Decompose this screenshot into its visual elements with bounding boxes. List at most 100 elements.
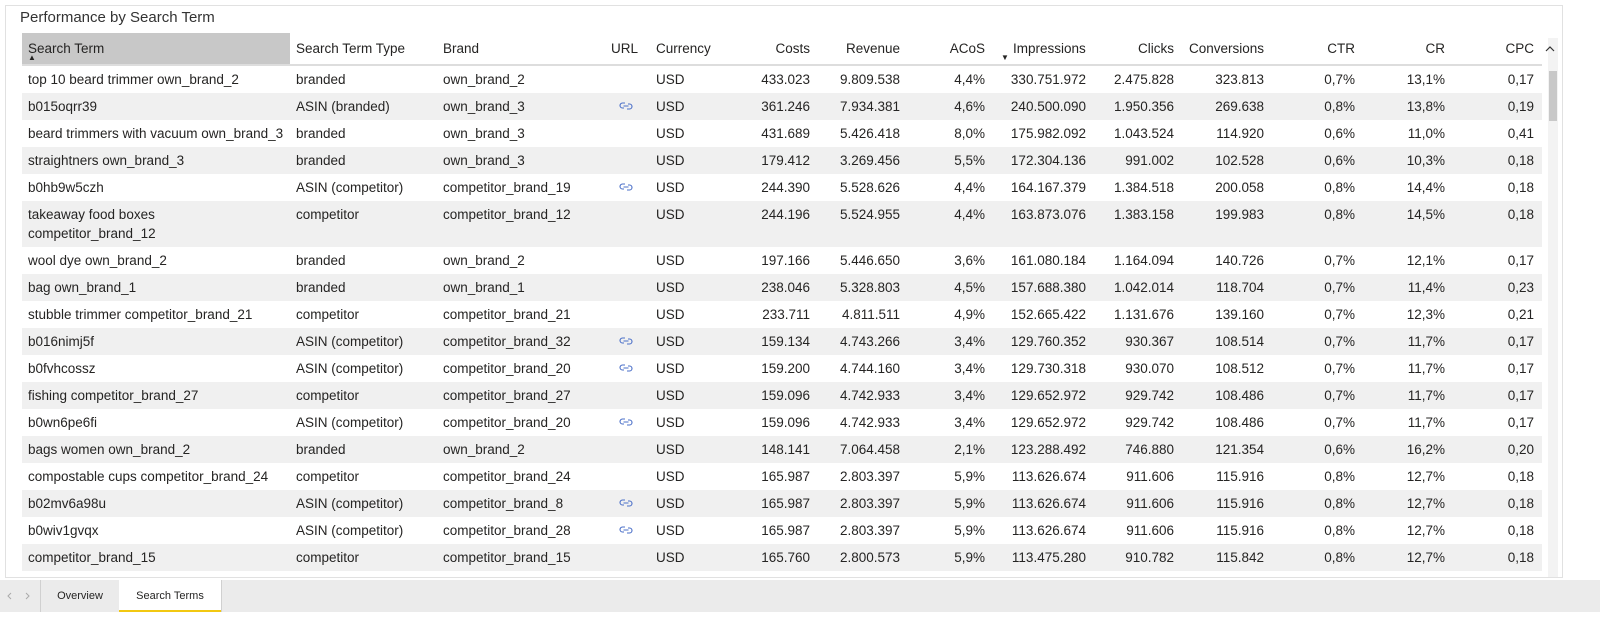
table-cell: 129.652.972: [993, 382, 1094, 409]
table-cell: 0,8%: [1272, 93, 1363, 120]
table-cell: 4.742.933: [839, 415, 900, 430]
link-icon[interactable]: [619, 363, 633, 373]
column-header[interactable]: ACoS: [908, 33, 993, 66]
table-cell: 3,4%: [908, 382, 993, 409]
table-cell: 0,20: [1453, 436, 1542, 463]
column-header[interactable]: Brand: [437, 33, 605, 66]
table-cell: 13,1%: [1406, 72, 1445, 87]
table-cell: 14,4%: [1406, 180, 1445, 195]
url-cell: [605, 201, 650, 247]
table-cell: 4,4%: [954, 180, 985, 195]
table-cell: 172.304.136: [993, 147, 1094, 174]
url-cell: [605, 355, 650, 382]
column-header[interactable]: URL: [605, 33, 650, 66]
table-cell: 123.288.492: [993, 436, 1094, 463]
tab[interactable]: Overview: [40, 580, 120, 612]
column-header[interactable]: Impressions ▼: [993, 33, 1094, 66]
table-cell: 244.196: [730, 201, 818, 247]
table-cell: 4,5%: [908, 274, 993, 301]
table-cell: 12,7%: [1363, 571, 1453, 577]
table-cell: 4.744.160: [839, 361, 900, 376]
tab-active[interactable]: Search Terms: [119, 580, 222, 612]
table-row: bags women own_brand_2 branded own_brand_2…: [22, 436, 1542, 463]
table-cell: 991.002: [1094, 147, 1182, 174]
table-row: b0wn6pe6fi ASIN (competitor) competitor_br…: [22, 409, 1542, 436]
table-cell: 115.916: [1216, 523, 1264, 538]
link-icon[interactable]: [619, 417, 633, 427]
column-header[interactable]: Costs: [730, 33, 818, 66]
table-cell: 8,0%: [954, 126, 985, 141]
table-cell: 0,8%: [1272, 571, 1363, 577]
table-cell: 0,7%: [1272, 382, 1363, 409]
table-cell: USD: [656, 180, 685, 195]
table-cell: 0,17: [1507, 72, 1534, 87]
scroll-thumb[interactable]: [1549, 71, 1557, 121]
table-cell: 152.665.422: [1010, 307, 1086, 322]
table-cell: USD: [650, 382, 730, 409]
table-cell: 2.475.828: [1113, 72, 1174, 87]
table-cell: ASIN (competitor): [296, 361, 404, 376]
table-cell: 2.803.397: [818, 490, 908, 517]
scroll-up[interactable]: [1544, 44, 1556, 54]
table-cell: ASIN (competitor): [290, 328, 437, 355]
table-cell: 930.070: [1125, 361, 1174, 376]
table-cell: straightners own_brand_3: [22, 147, 290, 174]
table-cell: 10,3%: [1363, 147, 1453, 174]
table-cell: 0,8%: [1324, 180, 1355, 195]
table-cell: 323.813: [1215, 72, 1264, 87]
link-icon[interactable]: [619, 336, 633, 346]
url-cell: [605, 544, 650, 571]
column-header[interactable]: CPC: [1453, 33, 1542, 66]
link-icon[interactable]: [619, 182, 633, 192]
scrollbar[interactable]: [1548, 38, 1558, 577]
table-cell: 5.328.803: [818, 274, 908, 301]
column-header[interactable]: Clicks: [1094, 33, 1182, 66]
table-cell: 200.058: [1215, 180, 1264, 195]
table-cell: 115.842: [1182, 571, 1272, 577]
table-cell: USD: [656, 72, 685, 87]
table-cell: 165.987: [730, 490, 818, 517]
column-header[interactable]: CTR: [1272, 33, 1363, 66]
table-cell: 115.916: [1182, 490, 1272, 517]
table-cell: 7.064.458: [818, 436, 908, 463]
header-row: Search Term ▲ Search Term Type Brand URL Curr…: [22, 33, 1542, 66]
table-cell: competitor_brand_27: [22, 571, 290, 577]
link-icon[interactable]: [619, 101, 633, 111]
table-cell: USD: [656, 469, 685, 484]
table-cell: 3,4%: [954, 415, 985, 430]
table-cell: 330.751.972: [1010, 72, 1086, 87]
link-icon[interactable]: [619, 498, 633, 508]
table-cell: 1.042.014: [1094, 274, 1182, 301]
table-cell: 165.987: [761, 469, 810, 484]
table-cell: own_brand_2: [437, 436, 605, 463]
table-cell: 113.626.674: [1011, 523, 1086, 538]
table-cell: 746.880: [1094, 436, 1182, 463]
tab-nav[interactable]: [6, 591, 36, 601]
url-cell: [605, 571, 650, 577]
link-icon[interactable]: [619, 525, 633, 535]
table-row: compostable cups competitor_brand_24 comp…: [22, 463, 1542, 490]
table-cell: 0,8%: [1272, 201, 1363, 247]
table-row: straightners own_brand_3 branded own_brand…: [22, 147, 1542, 174]
column-header[interactable]: CR: [1363, 33, 1453, 66]
column-header[interactable]: Search Term ▲: [22, 33, 290, 66]
url-cell: [605, 65, 650, 93]
url-cell: [605, 274, 650, 301]
table-cell: own_brand_2: [443, 253, 525, 268]
column-header[interactable]: Search Term Type: [290, 33, 437, 66]
table-cell: 5,9%: [954, 469, 985, 484]
table-cell: 2.800.573: [818, 571, 908, 577]
column-header[interactable]: Conversions: [1182, 33, 1272, 66]
column-header[interactable]: Currency: [650, 33, 730, 66]
url-cell: [605, 409, 650, 436]
url-cell: [605, 301, 650, 328]
header-label: Revenue: [845, 41, 900, 56]
table-cell: competitor_brand_20: [443, 361, 571, 376]
table-row: fishing competitor_brand_27 competitor com…: [22, 382, 1542, 409]
url-cell: [605, 120, 650, 147]
table-cell: USD: [656, 361, 685, 376]
column-header[interactable]: Revenue: [818, 33, 908, 66]
table-cell: 11,7%: [1407, 415, 1445, 430]
table-cell: USD: [650, 436, 730, 463]
table-cell: 165.987: [761, 523, 810, 538]
